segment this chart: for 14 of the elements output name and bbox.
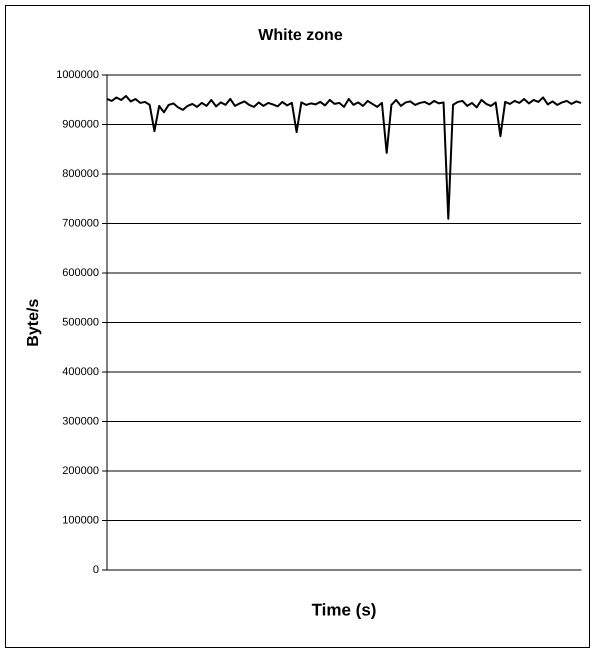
chart-title: White zone [258,27,343,44]
y-tick-label: 900000 [62,118,100,131]
y-axis-title: Byte/s [25,298,42,347]
y-tick-label: 200000 [62,465,100,478]
y-tick-label: 0 [92,564,100,576]
y-tick-label: 600000 [62,267,100,280]
y-tick-label: 1000000 [56,69,100,82]
y-tick-label: 800000 [62,168,100,180]
y-tick-label: 700000 [62,218,100,230]
x-axis-title: Time (s) [312,600,376,620]
y-tick-label: 500000 [62,316,100,329]
y-tick-label: 400000 [62,366,100,378]
y-tick-label: 300000 [62,416,100,428]
y-tick-label: 100000 [62,514,100,527]
